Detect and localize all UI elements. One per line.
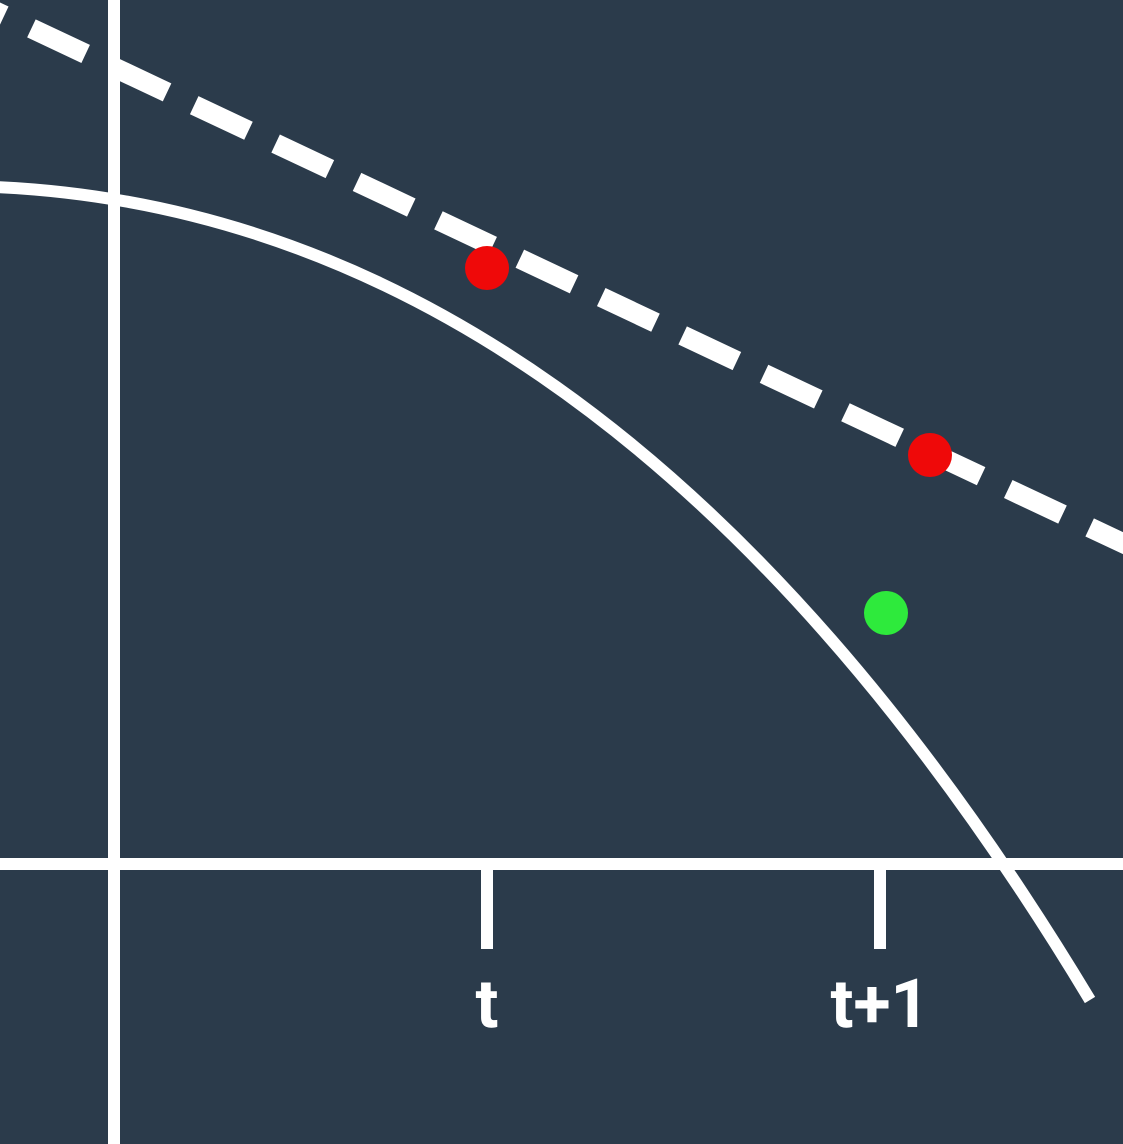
x-tick-label-0: t: [475, 964, 498, 1044]
point-on-curve-t1: [864, 591, 908, 635]
euler-method-diagram: t t+1: [0, 0, 1123, 1144]
x-tick-label-1: t+1: [830, 964, 929, 1044]
point-on-curve-t: [465, 246, 509, 290]
chart-background: [0, 0, 1123, 1144]
chart-svg: t t+1: [0, 0, 1123, 1144]
point-on-tangent-t1: [908, 433, 952, 477]
